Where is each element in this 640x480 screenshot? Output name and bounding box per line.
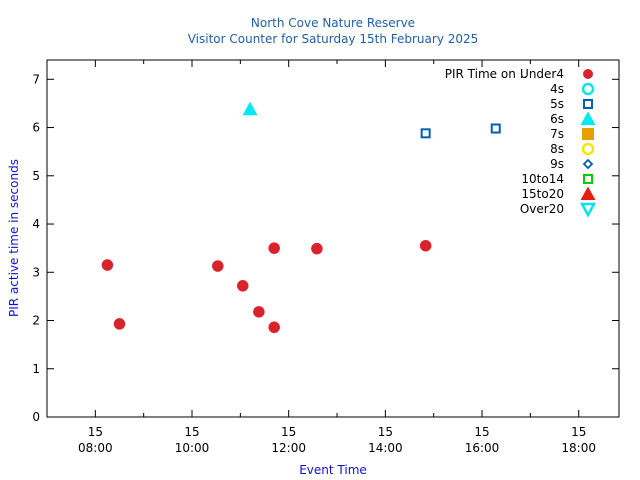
- x-tick-day-label: 15: [88, 425, 103, 439]
- data-point-under4: [419, 239, 432, 252]
- legend-label: 8s: [550, 142, 564, 156]
- data-point-6s: [242, 101, 258, 116]
- y-tick-label: 7: [32, 72, 40, 86]
- chart-subtitle: Visitor Counter for Saturday 15th Februa…: [188, 32, 479, 46]
- data-point-5s: [490, 123, 501, 134]
- x-tick-day-label: 15: [281, 425, 296, 439]
- y-tick-label: 4: [32, 217, 40, 231]
- legend-label: 7s: [550, 127, 564, 141]
- data-point-under4: [311, 242, 323, 255]
- data-points: [101, 101, 501, 334]
- legend-marker-5s: [583, 99, 593, 109]
- legend-marker-8s: [581, 142, 595, 156]
- data-point-under4: [101, 259, 114, 271]
- chart-title: North Cove Nature Reserve: [251, 16, 415, 30]
- y-tick-label: 0: [32, 410, 40, 424]
- data-point-under4: [253, 306, 265, 318]
- legend-label: 5s: [550, 97, 564, 111]
- legend-marker-6s: [580, 111, 596, 125]
- legend-marker-10to14: [583, 174, 593, 184]
- data-point-under4: [268, 321, 280, 334]
- legend-label: 4s: [550, 82, 564, 96]
- legend-marker-7s: [582, 128, 594, 140]
- legend-marker-9s: [582, 158, 594, 170]
- legend-label: 9s: [550, 157, 564, 171]
- x-tick-day-label: 15: [474, 425, 489, 439]
- legend-marker-over20: [579, 202, 597, 218]
- data-point-under4: [268, 242, 280, 254]
- x-tick-label: 14:00: [368, 441, 403, 455]
- y-tick-label: 1: [32, 362, 40, 376]
- legend: PIR Time on .. Under44s5s6s7s8s9s10to141…: [445, 67, 597, 218]
- legend-title: PIR Time on ..: [445, 67, 528, 81]
- plot-area-border: [46, 59, 620, 418]
- legend-marker-4s: [581, 82, 595, 96]
- legend-label: 6s: [550, 112, 564, 126]
- x-tick-label: 12:00: [271, 441, 306, 455]
- x-tick-label: 10:00: [175, 441, 210, 455]
- x-tick-label: 18:00: [561, 441, 596, 455]
- data-point-5s: [420, 128, 431, 139]
- x-tick-label: 16:00: [465, 441, 500, 455]
- y-axis-label: PIR active time in seconds: [7, 159, 21, 317]
- data-point-under4: [113, 318, 126, 330]
- legend-label: Over20: [520, 202, 564, 216]
- x-tick-day-label: 15: [378, 425, 393, 439]
- legend-label: Under4: [520, 67, 564, 81]
- y-axis: 0 1 2 3 4 5 6 7: [32, 72, 619, 424]
- y-tick-label: 5: [32, 169, 40, 183]
- data-point-under4: [212, 260, 224, 272]
- legend-label: 15to20: [521, 187, 564, 201]
- y-tick-label: 3: [32, 265, 40, 279]
- data-point-under4: [237, 280, 249, 292]
- x-tick-day-label: 15: [184, 425, 199, 439]
- legend-marker-under4: [583, 69, 593, 79]
- x-axis-label: Event Time: [299, 463, 367, 477]
- x-tick-day-label: 15: [571, 425, 586, 439]
- y-tick-label: 6: [32, 121, 40, 135]
- legend-label: 10to14: [521, 172, 564, 186]
- x-tick-label: 08:00: [78, 441, 113, 455]
- x-axis: 15 08:00 15 10:00 15 12:00 15 14:00 15 16:00 15 18:…: [46, 60, 596, 455]
- legend-marker-15to20: [580, 186, 596, 200]
- y-tick-label: 2: [32, 314, 40, 328]
